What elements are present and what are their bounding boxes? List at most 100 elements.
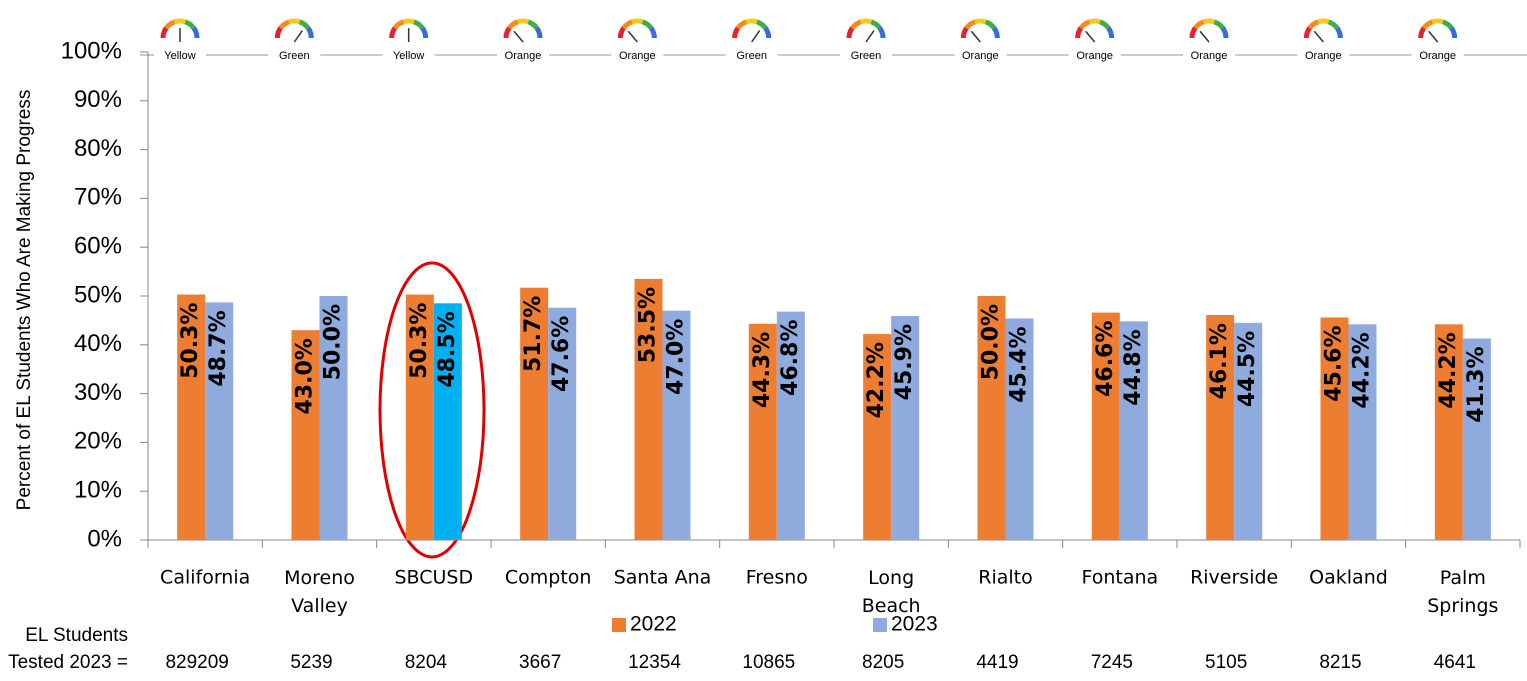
gauge-segment	[870, 19, 882, 30]
bar	[1348, 324, 1377, 540]
bar	[1005, 318, 1034, 540]
tested-count: 4419	[976, 652, 1018, 673]
value-label: 42.2%	[864, 342, 889, 418]
bar	[520, 287, 549, 540]
tested-count: 7245	[1091, 652, 1133, 673]
value-label: 45.4%	[1007, 326, 1032, 402]
gauge-rating: Orange	[1191, 50, 1228, 62]
gauge-segment	[621, 19, 634, 30]
y-tick-label: 30%	[74, 379, 122, 406]
bar	[776, 311, 805, 540]
gauge-needle	[865, 30, 875, 43]
gauge-rating: Yellow	[393, 50, 424, 62]
gauge-segment	[389, 26, 398, 39]
tested-count: 8204	[405, 652, 448, 673]
gauge-segment	[631, 18, 644, 25]
value-label: 48.7%	[206, 310, 231, 386]
gauge-segment	[991, 26, 1000, 39]
gauge-segment	[850, 19, 862, 30]
value-label: 45.6%	[1322, 325, 1347, 401]
x-tick-label: Riverside	[1190, 567, 1278, 589]
value-label: 46.6%	[1093, 321, 1118, 397]
value-label: 50.0%	[321, 304, 346, 380]
bar	[891, 316, 920, 540]
x-tick-label: Long Beach	[862, 567, 921, 617]
gauge-needle	[1199, 30, 1210, 43]
bar	[1320, 317, 1349, 540]
gauge-bg	[1297, 46, 1350, 64]
legend-label: 2022	[630, 613, 677, 636]
gauge-segment	[527, 19, 539, 30]
value-label: 44.5%	[1235, 331, 1260, 407]
gauge-segment	[1088, 18, 1101, 25]
tested-count: 5239	[290, 652, 332, 673]
gauge-segment	[755, 19, 768, 30]
bar	[1462, 338, 1491, 540]
gauge-bg	[497, 46, 549, 64]
gauge-bg	[725, 46, 778, 64]
y-tick-label: 90%	[74, 86, 122, 113]
tested-label: Tested 2023 =	[8, 652, 128, 673]
gauge-segment	[1075, 26, 1084, 39]
gauge-segment	[1303, 26, 1312, 39]
gauge-segment	[1193, 19, 1205, 30]
bar	[977, 296, 1006, 540]
bar	[177, 294, 206, 540]
gauge-segment	[984, 19, 997, 30]
x-tick-label: Compton	[505, 567, 592, 589]
value-label: 50.3%	[178, 303, 203, 379]
gauge-segment	[735, 19, 748, 30]
gauge-segment	[420, 26, 429, 39]
bar	[1434, 324, 1463, 540]
gauge-segment	[641, 19, 654, 30]
gauge-segment	[288, 18, 301, 25]
gauge-needle	[751, 30, 761, 43]
gauge-segment	[1307, 19, 1320, 30]
gauge-segment	[516, 18, 530, 25]
gauge-segment	[974, 18, 987, 25]
x-tick-label: Moreno Valley	[284, 567, 355, 617]
gauge-segment	[412, 19, 425, 30]
gauge-segment	[160, 26, 169, 39]
y-tick-label: 40%	[74, 330, 122, 357]
gauge-segment	[1202, 18, 1216, 25]
value-label: 44.2%	[1436, 332, 1461, 408]
bar	[748, 323, 777, 540]
x-tick-label: Oakland	[1309, 567, 1388, 589]
gauge-segment	[960, 26, 969, 39]
gauge-segment	[1431, 18, 1444, 25]
y-tick-label: 60%	[74, 233, 122, 260]
value-label: 51.7%	[521, 296, 546, 372]
y-axis-label: Percent of EL Students Who Are Making Pr…	[14, 90, 35, 511]
value-label: 44.3%	[750, 332, 775, 408]
gauge-segment	[305, 26, 314, 39]
gauge-segment	[298, 19, 311, 30]
gauge-segment	[732, 26, 741, 39]
gauge-segment	[1078, 19, 1091, 30]
gauge-rating: Yellow	[164, 50, 195, 62]
gauge-bg	[840, 46, 892, 64]
gauge-needle	[293, 30, 303, 43]
gauge-segment	[184, 19, 196, 30]
gauge-segment	[1327, 19, 1340, 30]
y-tick-label: 50%	[74, 281, 122, 308]
legend-label: 2023	[891, 613, 938, 636]
tested-count: 10865	[742, 652, 795, 673]
y-tick-label: 80%	[74, 135, 122, 162]
gauge-segment	[846, 26, 855, 39]
value-label: 46.8%	[778, 320, 803, 396]
gauge-segment	[1220, 26, 1229, 39]
x-tick-label: SBCUSD	[395, 567, 474, 589]
gauge-needle	[513, 30, 524, 43]
gauge-needle	[1428, 30, 1439, 43]
gauge-bg	[611, 46, 664, 64]
y-tick-label: 0%	[87, 525, 122, 552]
gauge-rating: Orange	[619, 50, 656, 62]
tested-count: 8205	[862, 652, 904, 673]
gauge-segment	[1189, 26, 1198, 39]
value-label: 43.0%	[293, 338, 318, 414]
gauge-rating: Orange	[1419, 50, 1456, 62]
gauge-segment	[274, 26, 283, 39]
value-label: 50.3%	[407, 303, 432, 379]
